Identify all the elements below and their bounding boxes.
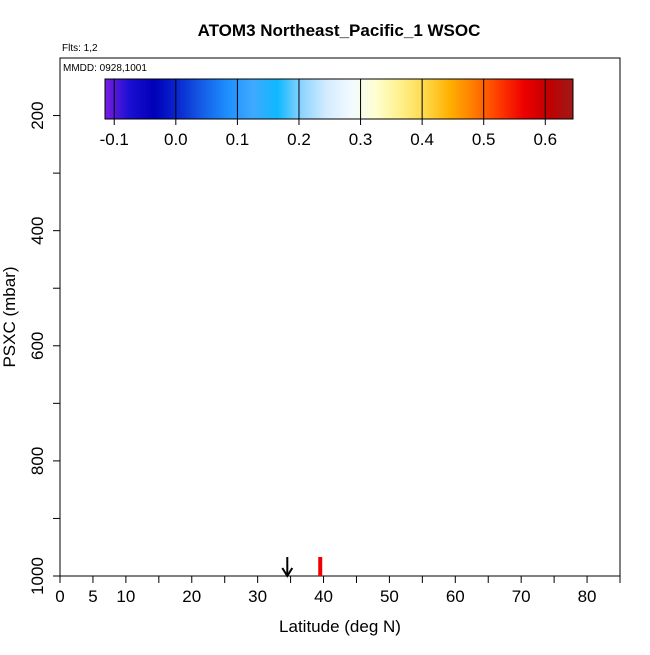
speckle-point bbox=[316, 510, 319, 512]
speckle-point bbox=[363, 151, 365, 154]
colorbar-ticks: -0.1 0.0 0.1 0.2 0.3 0.4 0.5 0.6 bbox=[100, 79, 557, 149]
speckles bbox=[99, 135, 503, 554]
markers bbox=[281, 557, 323, 578]
y-axis-tick-label: 1000 bbox=[28, 557, 47, 595]
speckle-point bbox=[363, 181, 365, 184]
speckle-point bbox=[376, 544, 378, 547]
colorbar-tick-label: 0.0 bbox=[164, 130, 188, 149]
colorbar: -0.1 0.0 0.1 0.2 0.3 0.4 0.5 0.6 bbox=[100, 78, 574, 149]
speckle-point bbox=[330, 212, 332, 214]
flights-label: Flts: 1,2 bbox=[62, 43, 98, 54]
y-axis-tick-label: 600 bbox=[28, 332, 47, 360]
speckle-point bbox=[330, 186, 332, 189]
x-axis-tick-label: 60 bbox=[446, 587, 465, 606]
x-axis-tick-label: 50 bbox=[380, 587, 399, 606]
y-axis-tick-label: 800 bbox=[28, 447, 47, 475]
speckle-point bbox=[303, 185, 306, 187]
speckle-point bbox=[277, 147, 279, 150]
speckle-point bbox=[290, 446, 293, 448]
speckle-point bbox=[389, 508, 391, 511]
latitude-arrow-marker bbox=[281, 557, 294, 578]
speckle-point bbox=[139, 142, 141, 144]
colorbar-fill bbox=[104, 78, 574, 120]
speckle-point bbox=[330, 150, 332, 153]
speckle-point bbox=[191, 138, 194, 141]
x-axis-tick-label: 0 bbox=[55, 587, 64, 606]
speckle-point bbox=[251, 141, 253, 143]
speckle-point bbox=[468, 148, 470, 150]
speckle-point bbox=[488, 143, 490, 146]
speckle-point bbox=[501, 147, 503, 150]
speckle-point bbox=[349, 551, 352, 553]
y-axis: 200 400 600 800 1000 bbox=[28, 101, 60, 595]
y-axis-tick-label: 400 bbox=[28, 217, 47, 245]
x-axis: 0 5 10 20 30 40 50 60 70 80 bbox=[55, 576, 621, 606]
x-axis-label: Latitude (deg N) bbox=[279, 617, 401, 636]
x-axis-tick-label: 30 bbox=[248, 587, 267, 606]
colorbar-tick-label: 0.1 bbox=[226, 130, 250, 149]
speckle-point bbox=[396, 195, 398, 197]
speckle-point bbox=[211, 481, 213, 484]
chart-title: ATOM3 Northeast_Pacific_1 WSOC bbox=[198, 21, 481, 40]
speckle-point bbox=[277, 207, 279, 210]
colorbar-tick-label: 0.3 bbox=[349, 130, 373, 149]
speckle-point bbox=[409, 451, 411, 454]
plot-frame bbox=[59, 57, 621, 577]
colorbar-tick-label: -0.1 bbox=[100, 130, 129, 149]
x-axis-tick-label: 10 bbox=[116, 587, 135, 606]
colorbar-tick-label: 0.2 bbox=[287, 130, 311, 149]
x-axis-tick-label: 20 bbox=[182, 587, 201, 606]
x-axis-tick-label: 40 bbox=[314, 587, 333, 606]
speckle-point bbox=[455, 143, 457, 145]
speckle-point bbox=[237, 135, 240, 137]
latitude-bar-marker bbox=[318, 557, 323, 576]
y-axis-label: PSXC (mbar) bbox=[0, 266, 19, 367]
speckle-point bbox=[185, 552, 187, 554]
speckle-point bbox=[178, 142, 181, 145]
colorbar-tick-label: 0.5 bbox=[472, 130, 496, 149]
speckle-point bbox=[99, 475, 101, 478]
speckle-point bbox=[303, 215, 306, 218]
y-axis-tick-label: 200 bbox=[28, 101, 47, 129]
speckle-point bbox=[316, 180, 319, 183]
dates-label: MMDD: 0928,1001 bbox=[63, 63, 147, 74]
x-axis-tick-label: 70 bbox=[512, 587, 531, 606]
colorbar-tick-label: 0.4 bbox=[410, 130, 434, 149]
speckle-point bbox=[468, 509, 470, 512]
x-axis-tick-label: 80 bbox=[578, 587, 597, 606]
x-axis-tick-label: 5 bbox=[88, 587, 97, 606]
colorbar-tick-label: 0.6 bbox=[533, 130, 557, 149]
speckle-point bbox=[106, 143, 108, 146]
